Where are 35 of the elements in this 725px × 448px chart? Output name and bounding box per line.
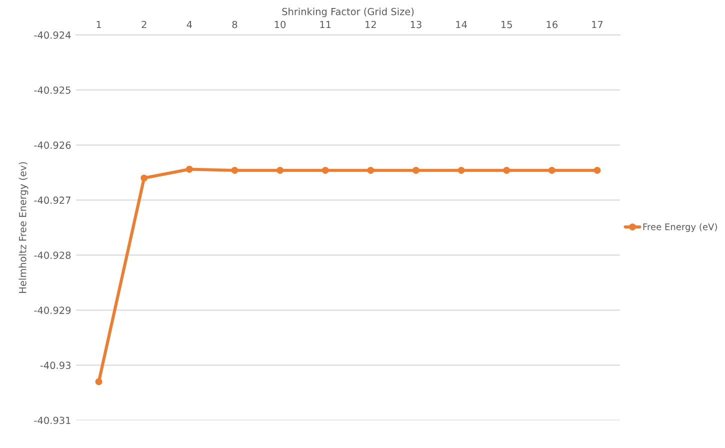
- y-axis-title: Helmholtz Free Energy (ev): [18, 162, 28, 293]
- point: [276, 166, 284, 174]
- y-tick-label: -40.93: [40, 362, 70, 370]
- x-tick-label: 17: [592, 20, 603, 28]
- x-tick-label: 2: [142, 20, 146, 28]
- y-tick-label: -40.928: [34, 252, 71, 259]
- point: [503, 166, 510, 174]
- y-tick-label: -40.929: [34, 306, 71, 314]
- y-tick-label: -40.927: [34, 196, 70, 204]
- x-tick-label: 8: [232, 20, 238, 28]
- x-tick-label: 4: [186, 20, 192, 28]
- point: [594, 166, 601, 174]
- x-tick-label: 12: [366, 20, 376, 28]
- y-tick-label: -40.924: [34, 31, 71, 39]
- point: [367, 166, 374, 174]
- point: [186, 166, 193, 173]
- x-tick-label: 16: [546, 20, 558, 28]
- x-tick-label: 11: [320, 20, 331, 28]
- x-tick-label: 13: [410, 20, 422, 28]
- legend-label: Free Energy (eV): [643, 223, 717, 232]
- y-tick-label: -40.926: [34, 142, 71, 149]
- point: [140, 174, 148, 182]
- x-tick-label: 14: [456, 20, 467, 28]
- x-tick-label: 1: [96, 20, 101, 28]
- x-axis-title: Shrinking Factor (Grid Size): [282, 8, 414, 18]
- point: [458, 166, 465, 174]
- y-tick-label: -40.931: [34, 416, 70, 424]
- y-tick-label: -40.925: [34, 86, 70, 94]
- x-tick-label: 15: [501, 20, 512, 28]
- point: [231, 166, 238, 174]
- point: [322, 166, 329, 174]
- point: [412, 166, 420, 174]
- point: [548, 166, 556, 174]
- point: [95, 378, 102, 386]
- x-tick-label: 10: [274, 20, 286, 28]
